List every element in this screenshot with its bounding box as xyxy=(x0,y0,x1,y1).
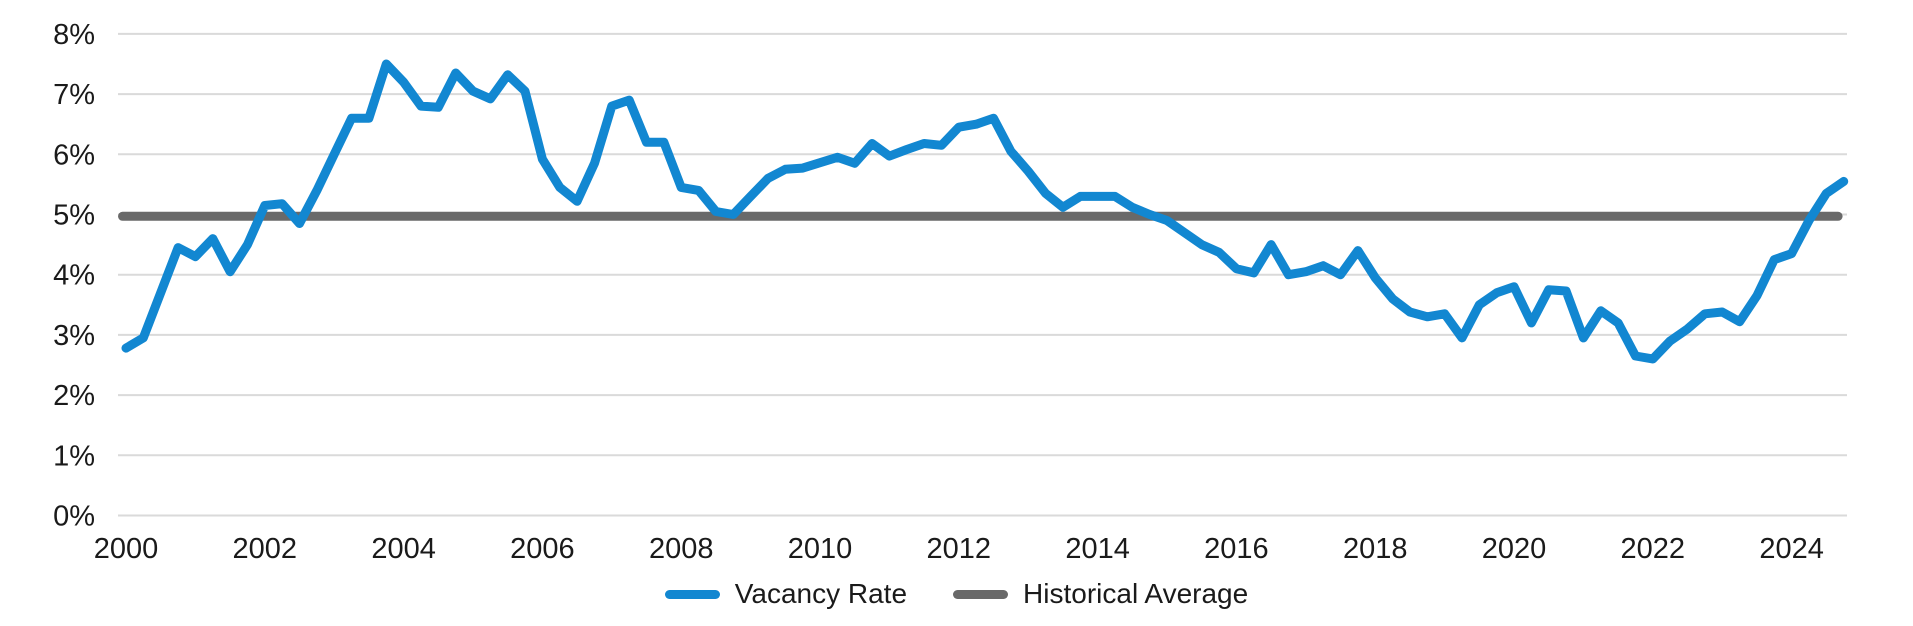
x-tick-label: 2010 xyxy=(788,533,853,565)
legend-item-historical-average: Historical Average xyxy=(953,577,1248,611)
y-tick-label: 7% xyxy=(53,79,95,111)
y-tick-label: 1% xyxy=(53,440,95,472)
y-tick-label: 0% xyxy=(53,501,95,533)
y-tick-label: 8% xyxy=(53,19,95,51)
chart-legend: Vacancy Rate Historical Average xyxy=(0,577,1913,611)
x-tick-label: 2000 xyxy=(94,533,159,565)
x-tick-label: 2024 xyxy=(1759,533,1824,565)
y-tick-label: 4% xyxy=(53,260,95,292)
vacancy-rate-swatch-icon xyxy=(664,589,720,599)
legend-label-vacancy-rate: Vacancy Rate xyxy=(734,578,908,609)
y-tick-label: 5% xyxy=(53,200,95,232)
y-tick-label: 3% xyxy=(53,320,95,352)
x-tick-label: 2004 xyxy=(371,533,436,565)
y-tick-label: 2% xyxy=(53,380,95,412)
x-tick-label: 2018 xyxy=(1343,533,1408,565)
x-tick-label: 2002 xyxy=(233,533,298,565)
x-tick-label: 2022 xyxy=(1621,533,1686,565)
legend-label-historical-average: Historical Average xyxy=(1023,578,1249,609)
y-tick-label: 6% xyxy=(53,139,95,171)
x-tick-label: 2016 xyxy=(1204,533,1269,565)
x-tick-label: 2020 xyxy=(1482,533,1547,565)
x-tick-label: 2012 xyxy=(927,533,992,565)
legend-item-vacancy-rate: Vacancy Rate xyxy=(664,577,908,611)
x-tick-label: 2008 xyxy=(649,533,714,565)
vacancy-rate-line xyxy=(121,59,1849,364)
x-tick-label: 2006 xyxy=(510,533,575,565)
x-tick-label: 2014 xyxy=(1065,533,1130,565)
historical-average-swatch-icon xyxy=(953,589,1009,599)
